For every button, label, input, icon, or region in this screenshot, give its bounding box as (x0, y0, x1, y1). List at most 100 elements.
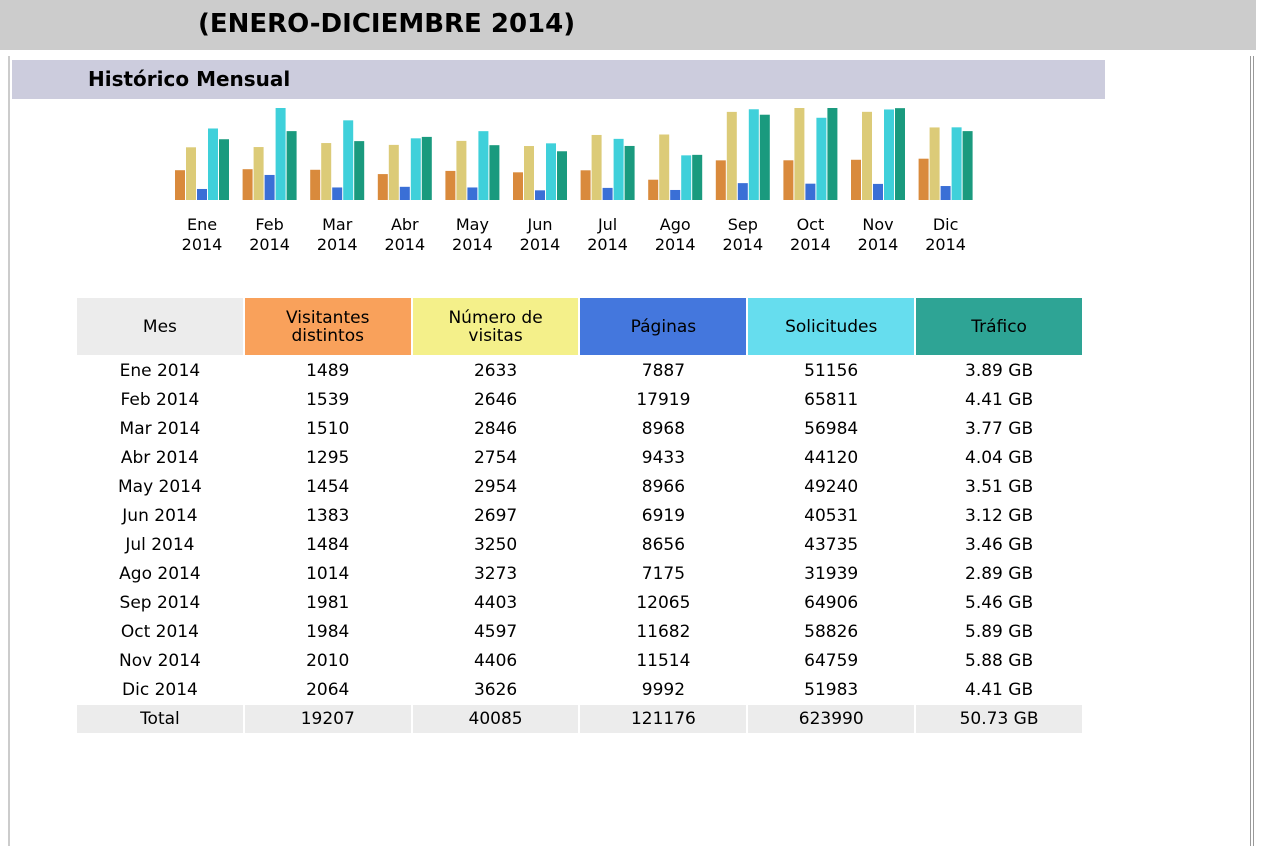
bar (884, 109, 894, 200)
bar (421, 136, 432, 200)
table-row: May 2014 1454 2954 8966 49240 3.51 GB (77, 473, 1082, 500)
cell: 1484 (306, 534, 350, 555)
row-label: May 2014 (118, 476, 202, 497)
column-header: Tráfico (916, 298, 1082, 355)
cell: 3250 (473, 534, 518, 555)
column-header: Mes (77, 298, 243, 355)
cell: 1981 (306, 592, 350, 613)
month-label: Dic (933, 215, 959, 234)
row-label: Oct 2014 (120, 621, 199, 642)
cell: 4.04 GB (965, 447, 1034, 468)
year-label: 2014 (925, 235, 966, 254)
cell: 623990 (748, 705, 915, 733)
bar (659, 134, 670, 200)
bar (489, 145, 500, 200)
bar (242, 169, 253, 200)
bar (759, 114, 770, 200)
bar (208, 128, 218, 200)
cell: 4.41 GB (965, 389, 1034, 410)
year-label: 2014 (520, 235, 561, 254)
cell: 17919 (636, 389, 691, 410)
cell: 3626 (473, 679, 518, 700)
cell: 9433 (641, 447, 686, 468)
cell: 44120 (804, 447, 859, 468)
row-label: Abr 2014 (120, 447, 199, 468)
bar (310, 169, 321, 200)
row-label: Ago 2014 (119, 563, 201, 584)
year-label: 2014 (587, 235, 628, 254)
bar (377, 174, 388, 200)
month-label: Nov (862, 215, 893, 234)
bar (951, 127, 962, 200)
row-label: Ene 2014 (119, 360, 201, 381)
bar (794, 108, 805, 200)
cell: 2064 (306, 679, 350, 700)
bar (816, 117, 827, 200)
bar (253, 147, 264, 200)
table-row: Abr 2014 1295 2754 9433 44120 4.04 GB (77, 444, 1082, 471)
cell: 56984 (804, 418, 859, 439)
cell: 51983 (804, 679, 859, 700)
cell: 4403 (473, 592, 518, 613)
cell: 49240 (804, 476, 859, 497)
header-bar: (ENERO-DICIEMBRE 2014) (0, 0, 1256, 50)
table-row: Nov 2014 2010 4406 11514 64759 5.88 GB (77, 647, 1082, 674)
table-row: Oct 2014 1984 4597 11682 58826 5.89 GB (77, 618, 1082, 645)
bar (591, 134, 602, 200)
bar (354, 141, 365, 200)
cell: 3.77 GB (965, 418, 1034, 439)
bar (748, 109, 759, 200)
cell: 2846 (473, 418, 518, 439)
bar (692, 154, 703, 200)
cell: 11514 (636, 650, 691, 671)
year-label: 2014 (452, 235, 493, 254)
month-label: Ago (660, 215, 691, 234)
cell: 40531 (804, 505, 859, 526)
year-label: 2014 (790, 235, 831, 254)
bar (286, 131, 297, 200)
table-row: Ago 2014 1014 3273 7175 31939 2.89 GB (77, 560, 1082, 587)
cell: 2697 (473, 505, 518, 526)
cell: 5.88 GB (965, 650, 1034, 671)
bar (546, 143, 556, 200)
total-row: Total 19207 40085 121176 623990 50.73 GB (77, 705, 1082, 733)
bar (918, 158, 929, 200)
bar (343, 120, 354, 200)
cell: 2646 (473, 389, 518, 410)
cell: 1295 (306, 447, 350, 468)
bar (332, 187, 343, 200)
month-label: Mar (322, 215, 353, 234)
year-label: 2014 (858, 235, 899, 254)
cell: 2010 (306, 650, 350, 671)
table-row: Jun 2014 1383 2697 6919 40531 3.12 GB (77, 502, 1082, 529)
bar (726, 111, 737, 200)
bar (895, 108, 905, 200)
month-label: Abr (391, 215, 419, 234)
table-row: Sep 2014 1981 4403 12065 64906 5.46 GB (77, 589, 1082, 616)
cell: 31939 (804, 563, 859, 584)
cell: 1984 (306, 621, 350, 642)
bar (264, 174, 275, 200)
table-row: Ene 2014 1489 2633 7887 51156 3.89 GB (77, 357, 1082, 384)
cell: 64906 (804, 592, 859, 613)
bar (737, 183, 748, 200)
cell: 1383 (306, 505, 350, 526)
cell: 64759 (804, 650, 859, 671)
cell: 4597 (473, 621, 518, 642)
cell: 11682 (636, 621, 691, 642)
month-label: Oct (797, 215, 825, 234)
cell: 40085 (412, 705, 579, 733)
bar (648, 179, 659, 200)
bar (557, 151, 567, 200)
bar (445, 170, 456, 200)
cell: 19207 (244, 705, 411, 733)
bar (388, 144, 399, 200)
row-label: Nov 2014 (118, 650, 201, 671)
cell: 4.41 GB (965, 679, 1034, 700)
cell: 4406 (473, 650, 518, 671)
cell: 6919 (641, 505, 686, 526)
bar (219, 139, 229, 200)
header-title: (ENERO-DICIEMBRE 2014) (198, 9, 576, 39)
monthly-table: Mes Visitantes distintos Número de visitas… (75, 296, 1084, 735)
